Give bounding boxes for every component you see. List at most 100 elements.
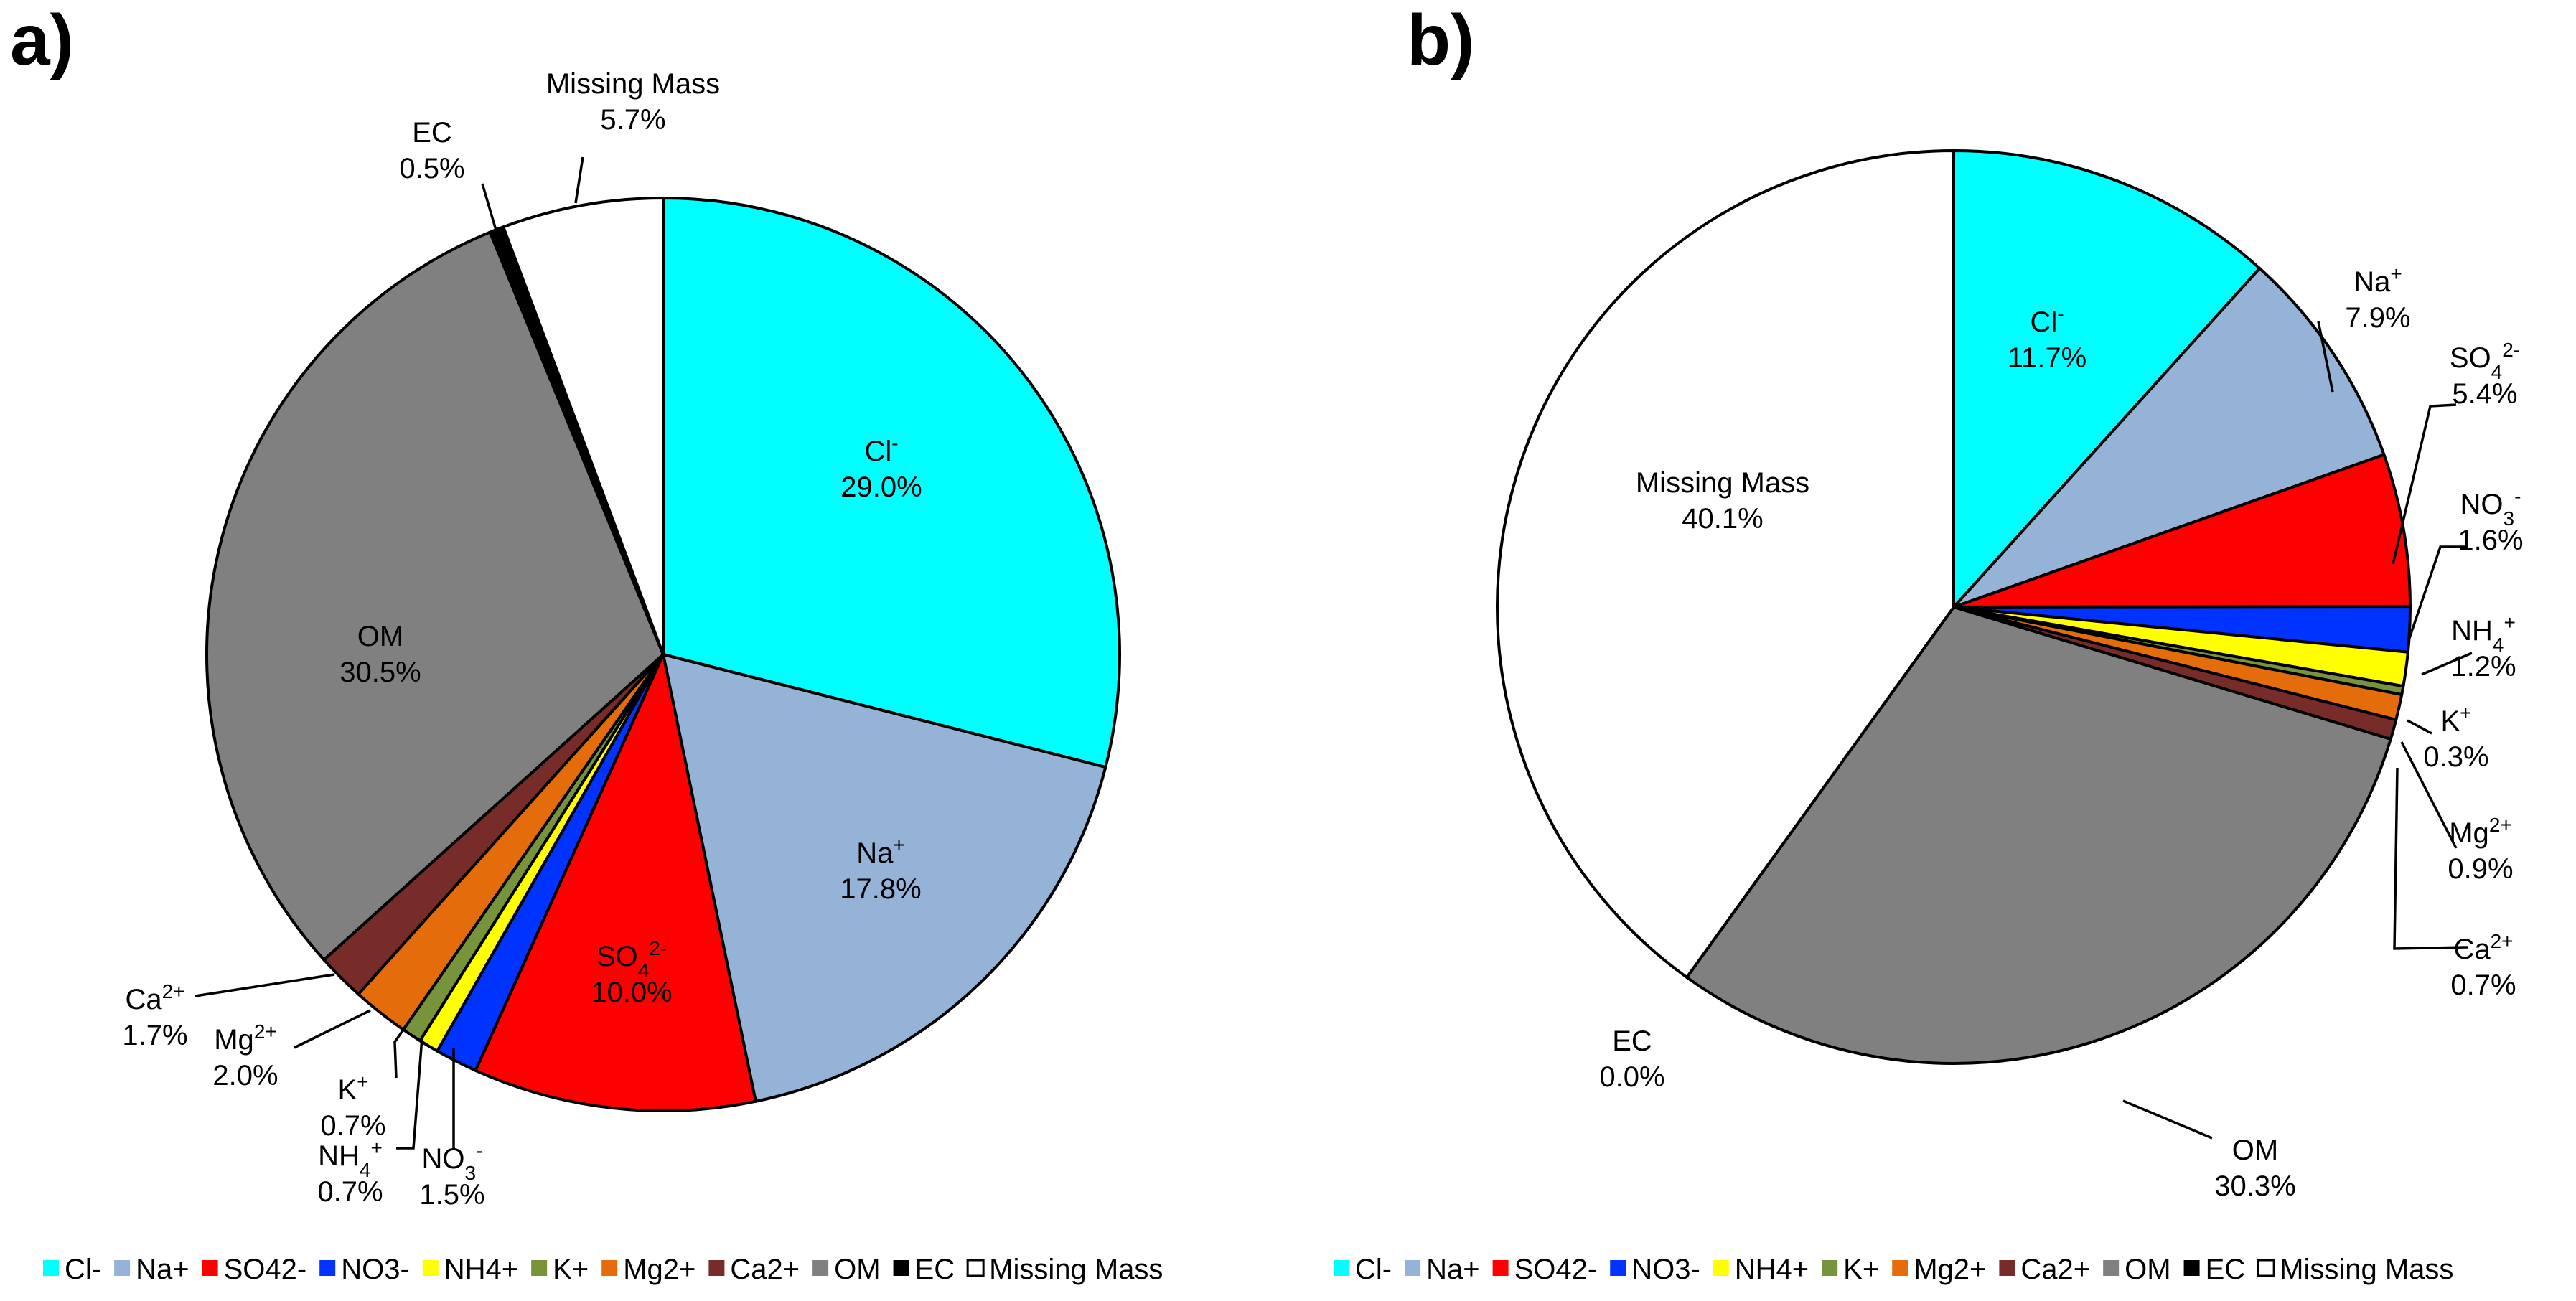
- slice-a-missing-mass-leader-line: [574, 156, 584, 204]
- slice-a-mg2-leader-line: [294, 1009, 371, 1049]
- legend-a-so42-swatch: [202, 1260, 218, 1276]
- legend-b-nh4-label: NH4+: [1735, 1254, 1809, 1285]
- slice-a-so42-label: SO42-: [596, 937, 667, 982]
- legend-a-so42-label: SO42-: [224, 1254, 307, 1285]
- slice-a-no3-label: NO3-: [422, 1140, 483, 1184]
- legend-a-ca2-label: Ca2+: [730, 1254, 800, 1285]
- slice-a-om-percent: 30.5%: [339, 657, 421, 688]
- legend-b-na-swatch: [1405, 1260, 1421, 1276]
- slice-a-ec-label: EC: [412, 117, 452, 149]
- legend-b-mg2-swatch: [1892, 1260, 1908, 1276]
- slice-a-nh4-percent: 0.7%: [317, 1176, 383, 1208]
- slice-a-ec-leader-line: [481, 183, 498, 233]
- slice-b-k-leader-line: [2407, 719, 2432, 735]
- slice-b-na-leader-line: [2317, 321, 2334, 393]
- slice-b-no3-leader-line: [2406, 545, 2468, 645]
- slice-a-na-label: Na+: [856, 834, 905, 870]
- legend-b-ca2-label: Ca2+: [2020, 1254, 2090, 1285]
- slice-a-k-percent: 0.7%: [320, 1110, 385, 1142]
- legend-a-no3-label: NO3-: [341, 1254, 410, 1285]
- legend-b-om-label: OM: [2125, 1254, 2170, 1285]
- legend-b-so42-swatch: [1492, 1260, 1509, 1276]
- slice-a-mg2-percent: 2.0%: [212, 1060, 278, 1091]
- slice-b-k-label: K+: [2440, 702, 2471, 738]
- legend-b-no3-swatch: [1610, 1260, 1626, 1276]
- legend-a-ec-swatch: [893, 1260, 909, 1276]
- legend-a-missing-mass-label: Missing Mass: [989, 1254, 1163, 1285]
- slice-a-ec-percent: 0.5%: [399, 153, 464, 184]
- slice-b-so42: [1953, 453, 2412, 609]
- slice-b-so42-leader-line: [2392, 403, 2457, 565]
- legend-b-k-label: K+: [1843, 1254, 1879, 1285]
- legend-a-k-label: K+: [553, 1254, 589, 1285]
- slice-b-k-percent: 0.3%: [2423, 741, 2488, 773]
- slice-a-missing-mass-percent: 5.7%: [600, 104, 665, 136]
- slice-a-cl-percent: 29.0%: [840, 471, 922, 503]
- slice-b-na-label: Na+: [2353, 263, 2402, 299]
- slice-b-so42-percent: 5.4%: [2452, 378, 2517, 410]
- slice-b-om-percent: 30.3%: [2214, 1170, 2295, 1202]
- legend-a-nh4-label: NH4+: [444, 1254, 518, 1285]
- legend-a-ca2-swatch: [708, 1260, 725, 1276]
- slice-b-nh4-label: NH4+: [2451, 611, 2516, 656]
- legend-a-om-swatch: [812, 1260, 829, 1276]
- slice-b-om-label: OM: [2232, 1135, 2278, 1166]
- slice-b-cl: [1952, 149, 2262, 611]
- legend-b-nh4-swatch: [1713, 1260, 1729, 1276]
- pie-chart-b: b)Cl-11.7%Na+7.9%SO42-5.4%NO3-1.6%NH4+1.…: [1334, 0, 2524, 1285]
- legend-a-k-swatch: [531, 1260, 548, 1276]
- legend-a-cl-swatch: [43, 1260, 59, 1276]
- slice-a-cl-label: Cl-: [864, 432, 898, 468]
- slice-a-so42-percent: 10.0%: [591, 977, 672, 1008]
- panel-label-b: b): [1407, 0, 1474, 80]
- slice-b-ca2-leader-line: [2393, 767, 2468, 950]
- slice-b-ec-label: EC: [1612, 1025, 1652, 1057]
- legend-b-om-swatch: [2103, 1260, 2120, 1276]
- legend-a-nh4-swatch: [422, 1260, 439, 1276]
- legend-b-k-swatch: [1822, 1260, 1838, 1276]
- slice-b-mg2-percent: 0.9%: [2448, 853, 2513, 885]
- legend-a-na-swatch: [114, 1260, 131, 1276]
- legend-b-cl-label: Cl-: [1355, 1254, 1392, 1285]
- slice-b-no3-percent: 1.6%: [2458, 525, 2523, 556]
- slice-a-k-label: K+: [337, 1071, 368, 1107]
- slice-b-om-leader-line: [2122, 1099, 2213, 1140]
- slice-a-so42: [473, 649, 758, 1112]
- legend-b-missing-mass-swatch: [2257, 1259, 2275, 1277]
- slice-b-ca2-percent: 0.7%: [2450, 969, 2516, 1001]
- slice-b-mg2-label: Mg2+: [2449, 814, 2512, 850]
- legend-b-mg2-label: Mg2+: [1914, 1254, 1986, 1285]
- slice-b-missing-mass: [1496, 149, 1955, 980]
- slice-a-mg2-label: Mg2+: [214, 1020, 277, 1056]
- slice-b-no3-label: NO3-: [2460, 485, 2521, 530]
- legend-a-cl-label: Cl-: [65, 1254, 101, 1285]
- legend-a-mg2-swatch: [601, 1260, 618, 1276]
- slice-b-ec-percent: 0.0%: [1599, 1061, 1664, 1093]
- legend-b-no3-label: NO3-: [1631, 1254, 1700, 1285]
- legend-a-om-label: OM: [834, 1254, 880, 1285]
- slice-a-k-leader-line: [393, 1026, 406, 1079]
- legend-b-ec-label: EC: [2206, 1254, 2246, 1285]
- slice-b-cl-percent: 11.7%: [2008, 342, 2086, 374]
- legend-b-so42-label: SO42-: [1514, 1254, 1598, 1285]
- slice-b-na: [1952, 266, 2387, 609]
- legend-a-ec-label: EC: [915, 1254, 955, 1285]
- slice-a-cl: [662, 196, 1121, 769]
- pie-chart-a: a)Cl-29.0%Na+17.8%SO42-10.0%NO3-1.5%NH4+…: [10, 0, 1163, 1285]
- slice-b-nh4-percent: 1.2%: [2450, 651, 2516, 682]
- legend-b-ca2-swatch: [1999, 1260, 2015, 1276]
- slice-a-missing-mass-label: Missing Mass: [546, 68, 720, 100]
- slice-b-missing-mass-label: Missing Mass: [1636, 467, 1809, 499]
- slice-b-cl-label: Cl-: [2030, 303, 2064, 339]
- slice-a-om-label: OM: [357, 621, 403, 652]
- slice-b-missing-mass-percent: 40.1%: [1682, 503, 1763, 535]
- slice-a-no3-percent: 1.5%: [419, 1179, 484, 1211]
- slice-a-missing-mass: [501, 196, 665, 655]
- slice-a-ca2-label: Ca2+: [125, 980, 184, 1016]
- slice-a-nh4-label: NH4+: [318, 1137, 383, 1181]
- legend-a-mg2-label: Mg2+: [623, 1254, 695, 1285]
- slice-b-nh4-leader-line: [2421, 652, 2473, 676]
- legend-a-no3-swatch: [319, 1260, 336, 1276]
- panel-label-a: a): [10, 0, 74, 80]
